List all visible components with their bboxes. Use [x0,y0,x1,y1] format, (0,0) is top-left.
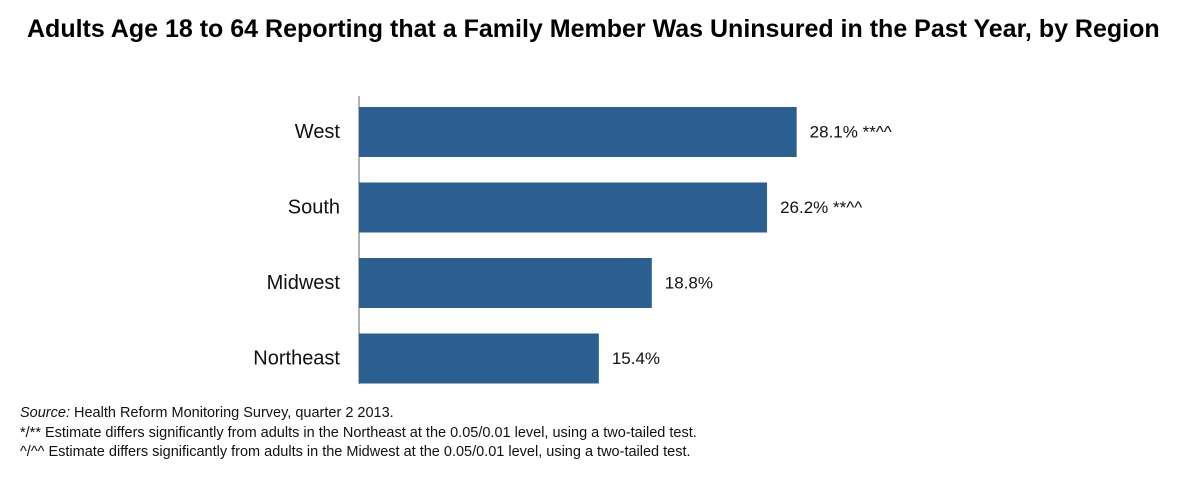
category-label-west: West [295,121,341,143]
data-label-west: 28.1% **^^ [810,123,892,142]
data-label-south: 26.2% **^^ [780,198,862,217]
category-label-midwest: Midwest [267,272,341,294]
source-text: Health Reform Monitoring Survey, quarter… [69,405,394,421]
chart-title: Adults Age 18 to 64 Reporting that a Fam… [27,15,1160,43]
data-label-northeast: 15.4% [612,349,660,368]
category-label-northeast: Northeast [253,348,340,370]
bar-midwest [359,258,652,308]
data-label-midwest: 18.8% [665,274,713,293]
bar-northeast [359,333,599,384]
source-note: Source: Health Reform Monitoring Survey,… [20,404,697,424]
footnote-northeast: */** Estimate differs significantly from… [20,424,697,441]
bar-south [359,182,768,233]
footnote-midwest: ^/^^ Estimate differs significantly from… [20,444,691,460]
category-label-south: South [288,197,340,219]
footnotes: Source: Health Reform Monitoring Survey,… [20,404,697,463]
bar-chart: West 28.1% **^^ South 26.2% **^^ Midwest 18.8… [253,96,892,384]
bar-west [359,107,797,157]
source-label: Source: [20,405,70,421]
